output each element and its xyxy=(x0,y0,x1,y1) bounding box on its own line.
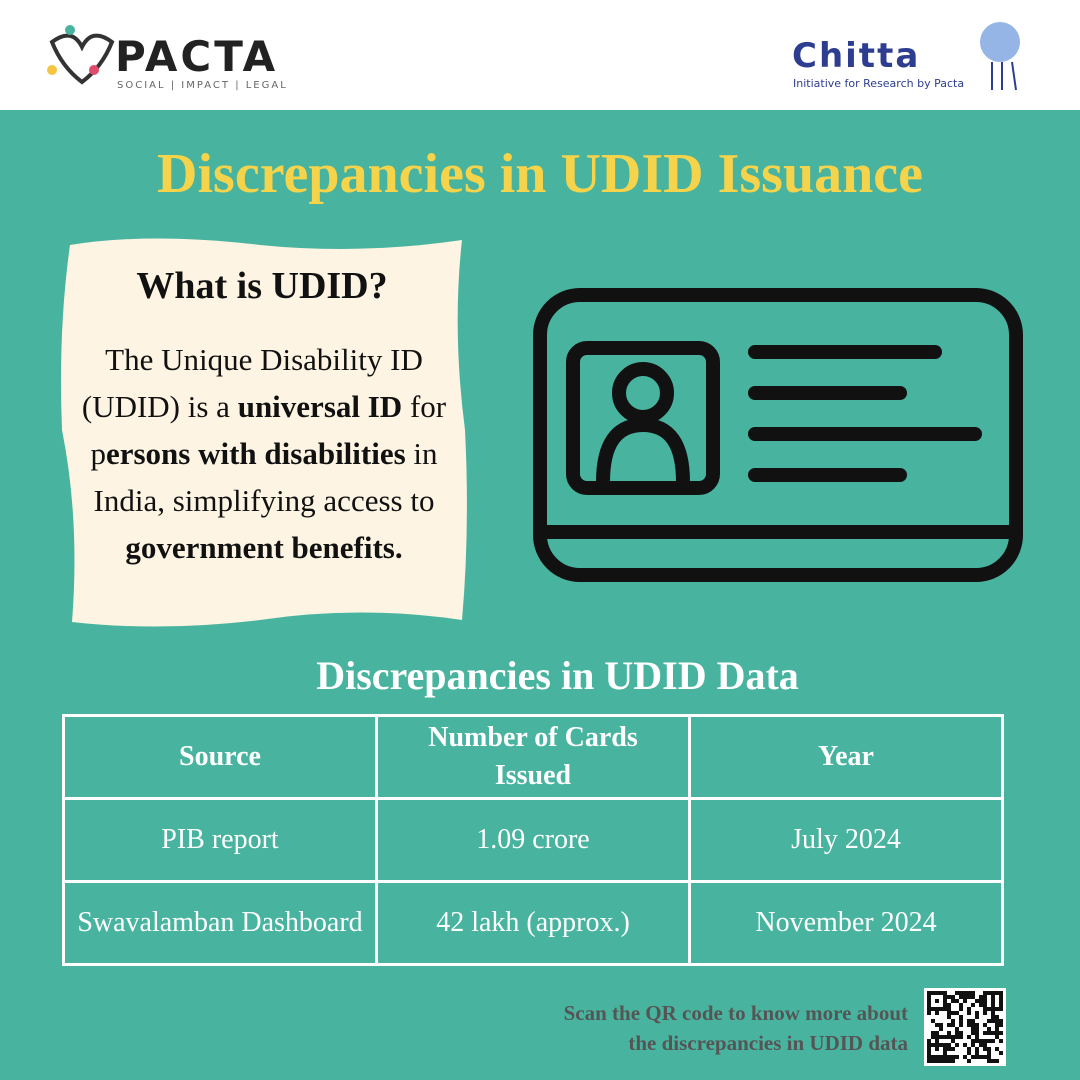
footer-text: Scan the QR code to know more about the d… xyxy=(564,998,908,1058)
title: Discrepancies in UDID Issuance xyxy=(157,143,923,205)
table-cell: July 2024 xyxy=(688,797,1004,883)
logo-tagline: SOCIAL | IMPACT | LEGAL xyxy=(117,80,288,91)
qr-code[interactable] xyxy=(924,988,1006,1066)
table-cell: Swavalamban Dashboard xyxy=(62,880,378,966)
logo-name: Chitta xyxy=(792,36,921,76)
pacta-icon xyxy=(47,25,115,85)
text-segment: universal ID xyxy=(237,389,403,424)
chitta-icon xyxy=(980,22,1020,91)
text-segment: for p xyxy=(90,389,447,471)
text-segment: government benefits. xyxy=(125,530,403,565)
table-title: Discrepancies in UDID Data xyxy=(316,653,799,698)
table-cell: 1.09 crore xyxy=(375,797,691,883)
id-card-icon xyxy=(533,288,1023,582)
text-segment: ersons with disabilities xyxy=(105,436,406,471)
header-row: Source Number of Cards Issued Year xyxy=(62,714,1004,800)
footer-line: the discrepancies in UDID data xyxy=(628,1031,908,1055)
footer-line: Scan the QR code to know more about xyxy=(563,1001,908,1025)
text-segment: in India, simplifying access to xyxy=(93,436,438,518)
logo-name: PACTA xyxy=(115,32,279,81)
table-row: Swavalamban Dashboard 42 lakh (approx.) No… xyxy=(62,880,1004,966)
header-cell: Number of Cards Issued xyxy=(375,714,691,800)
data-table: Source Number of Cards Issued Year PIB repo… xyxy=(62,714,1004,966)
table-cell: 42 lakh (approx.) xyxy=(375,880,691,966)
table-row: PIB report 1.09 crore July 2024 xyxy=(62,797,1004,883)
logo-tagline: Initiative for Research by Pacta xyxy=(793,77,965,90)
table-cell: November 2024 xyxy=(688,880,1004,966)
info-heading: What is UDID? xyxy=(136,265,388,307)
info-box xyxy=(61,238,467,627)
info-text: The Unique Disability ID (UDID) is a uni… xyxy=(70,336,458,571)
text-segment: The Unique Disability ID (UDID) is a xyxy=(81,342,423,424)
table-cell: PIB report xyxy=(62,797,378,883)
header-cell: Year xyxy=(688,714,1004,800)
header: PACTA SOCIAL | IMPACT | LEGAL Chitta Ini… xyxy=(0,0,1080,110)
header-cell: Source xyxy=(62,714,378,800)
